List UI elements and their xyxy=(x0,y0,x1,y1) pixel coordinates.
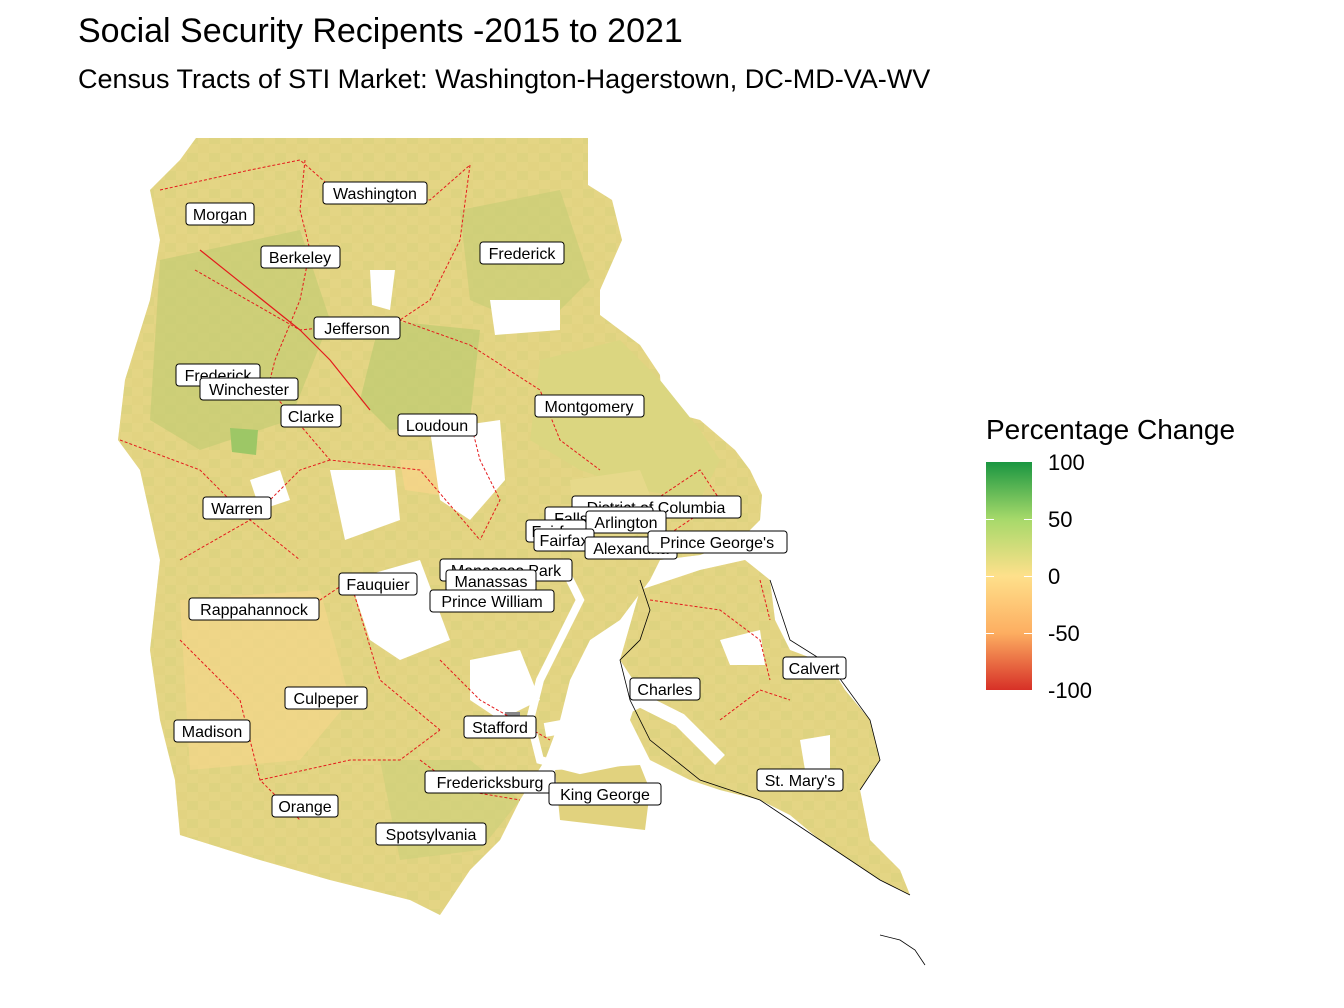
svg-text:Clarke: Clarke xyxy=(288,409,334,426)
svg-text:Madison: Madison xyxy=(182,724,242,741)
county-label-fredericksburg: Fredericksburg xyxy=(424,770,556,794)
county-label-madison: Madison xyxy=(173,719,251,743)
county-label-spotsylvania: Spotsylvania xyxy=(375,822,487,846)
county-label-berkeley: Berkeley xyxy=(260,245,341,269)
legend-tickmark xyxy=(1024,576,1032,577)
svg-text:Winchester: Winchester xyxy=(209,382,290,399)
svg-text:Washington: Washington xyxy=(333,186,417,203)
svg-text:Montgomery: Montgomery xyxy=(545,399,634,416)
svg-text:Arlington: Arlington xyxy=(594,515,657,532)
legend-tick-label: -50 xyxy=(1048,621,1080,646)
county-label-st-marys: St. Mary's xyxy=(756,768,844,792)
svg-text:Morgan: Morgan xyxy=(193,207,247,224)
map-subtitle: Census Tracts of STI Market: Washington-… xyxy=(78,64,931,94)
legend-tick-label: -100 xyxy=(1048,678,1093,703)
county-label-frederick-md: Frederick xyxy=(479,241,565,265)
county-label-stafford: Stafford xyxy=(463,715,537,739)
map-title: Social Security Recipents -2015 to 2021 xyxy=(78,12,683,50)
svg-text:Manassas: Manassas xyxy=(455,574,528,591)
county-label-charles: Charles xyxy=(629,677,701,701)
svg-text:Prince William: Prince William xyxy=(441,594,542,611)
county-label-winchester: Winchester xyxy=(199,377,299,401)
county-label-morgan: Morgan xyxy=(185,202,255,226)
legend-tickmark xyxy=(1024,633,1032,634)
legend-tick-label: 0 xyxy=(1048,564,1061,589)
svg-text:Culpeper: Culpeper xyxy=(294,691,360,708)
county-labels: Washington Morgan Berkeley Frederick Jef… xyxy=(173,181,847,846)
legend-tickmark xyxy=(986,633,994,634)
svg-text:Stafford: Stafford xyxy=(472,720,528,737)
county-label-washington: Washington xyxy=(322,181,428,205)
svg-text:Spotsylvania: Spotsylvania xyxy=(386,827,477,844)
county-label-orange: Orange xyxy=(271,794,339,818)
county-label-culpeper: Culpeper xyxy=(284,686,368,710)
svg-text:Fredericksburg: Fredericksburg xyxy=(437,775,544,792)
legend-title: Percentage Change xyxy=(986,414,1236,445)
legend-tickmark xyxy=(1024,519,1032,520)
svg-text:Orange: Orange xyxy=(278,799,331,816)
svg-text:Fairfax: Fairfax xyxy=(540,533,589,550)
svg-text:St. Mary's: St. Mary's xyxy=(765,773,836,790)
county-label-jefferson: Jefferson xyxy=(313,316,401,340)
county-label-clarke: Clarke xyxy=(280,404,342,428)
county-label-loudoun: Loudoun xyxy=(397,413,478,437)
svg-text:Frederick: Frederick xyxy=(489,246,557,263)
county-label-calvert: Calvert xyxy=(782,656,847,680)
svg-text:Calvert: Calvert xyxy=(789,661,840,678)
svg-text:Rappahannock: Rappahannock xyxy=(200,602,309,619)
svg-text:Warren: Warren xyxy=(211,501,263,518)
legend-tick-label: 50 xyxy=(1048,507,1073,532)
county-label-fairfax: Fairfax xyxy=(533,528,595,552)
county-label-warren: Warren xyxy=(202,496,272,520)
county-label-arlington: Arlington xyxy=(585,510,667,534)
legend-tick-label: 100 xyxy=(1048,450,1085,475)
county-label-prince-georges: Prince George's xyxy=(647,530,788,554)
county-label-montgomery: Montgomery xyxy=(534,394,645,418)
svg-text:Jefferson: Jefferson xyxy=(324,321,390,338)
svg-text:Berkeley: Berkeley xyxy=(269,250,331,267)
county-label-rappahannock: Rappahannock xyxy=(188,597,320,621)
svg-text:Charles: Charles xyxy=(637,682,692,699)
county-label-king-george: King George xyxy=(548,782,662,806)
legend-tickmark xyxy=(986,519,994,520)
county-label-prince-william: Prince William xyxy=(429,589,555,613)
county-label-manassas: Manassas xyxy=(445,569,537,593)
svg-text:Loudoun: Loudoun xyxy=(406,418,468,435)
svg-text:Fauquier: Fauquier xyxy=(346,577,410,594)
svg-text:King George: King George xyxy=(560,787,650,804)
legend-tickmark xyxy=(986,576,994,577)
svg-text:Prince George's: Prince George's xyxy=(660,535,774,552)
county-label-fauquier: Fauquier xyxy=(338,572,418,596)
